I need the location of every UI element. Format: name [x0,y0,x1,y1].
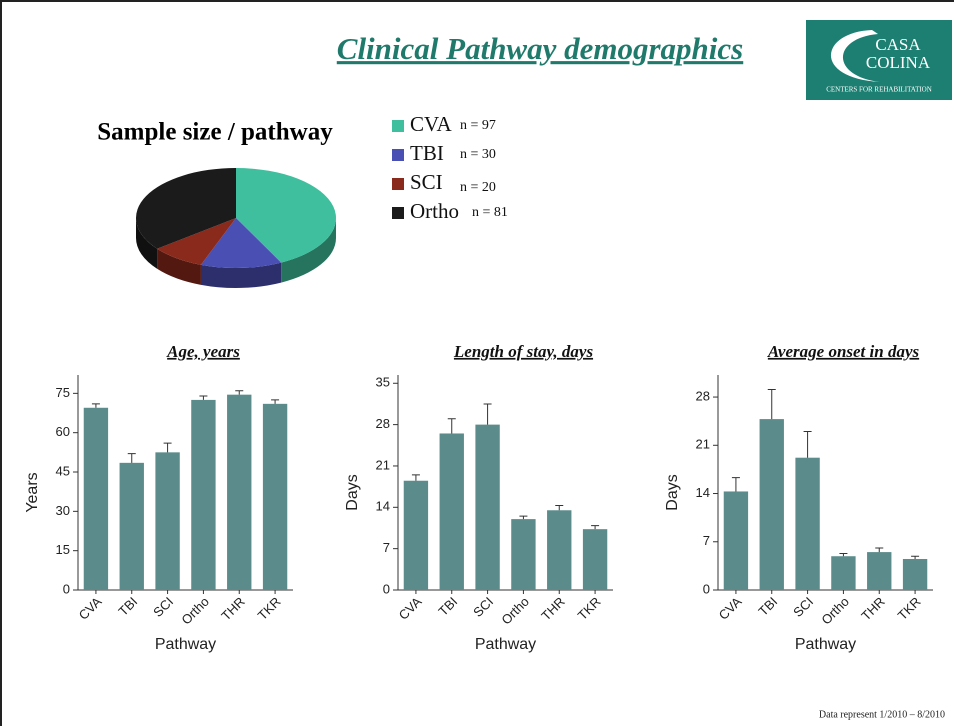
logo: CASA COLINA CENTERS FOR REHABILITATION [806,20,952,100]
legend-label: CVA [410,112,452,136]
pie-side [157,248,201,285]
error-bar [163,442,172,453]
bar [191,399,216,590]
bar [119,462,144,590]
logo-text: COLINA [866,53,931,72]
y-tick-label: 21 [376,457,390,472]
y-tick-label: 7 [383,540,390,555]
slide-title: Clinical Pathway demographics [337,31,743,66]
y-axis-title: Days [344,474,361,510]
bar [83,407,109,590]
bar [547,510,572,590]
logo-box [806,20,952,100]
x-axis-title: Pathway [475,636,536,653]
y-tick-label: 7 [703,533,710,548]
y-axis-title: Years [24,472,41,512]
bar [759,419,784,590]
y-tick-label: 28 [376,416,390,431]
error-bar [839,552,848,557]
error-bar [199,395,208,400]
legend-label: SCI [410,170,443,194]
chart-title: Length of stay, days [453,342,594,361]
bar [227,394,252,590]
error-bar [591,525,600,530]
error-bar [803,431,812,458]
footnote: Data represent 1/2010 – 8/2010 [819,709,945,720]
y-tick-label: 60 [56,424,70,439]
pie-side [200,262,282,288]
error-bar [519,515,528,520]
pie-title: Sample size / pathway [97,119,333,146]
pie-side [136,218,158,269]
y-axis-title: Days [664,474,681,510]
error-bar [271,399,280,404]
value-label: n = 81 [472,205,508,220]
legend-label: Ortho [410,199,459,223]
bar [403,480,429,590]
x-axis-title: Pathway [795,636,856,653]
y-tick-label: 14 [376,499,390,514]
bar [582,529,608,590]
y-tick-label: 0 [383,581,390,596]
pie-slice [136,168,236,249]
value-label: n = 97 [460,118,496,133]
y-tick-label: 0 [63,581,70,596]
pie-side [281,218,336,283]
bar [723,491,749,590]
error-bar [483,403,492,425]
y-tick-label: 45 [56,463,70,478]
y-tick-label: 35 [376,375,390,390]
error-bar [235,390,244,395]
error-bar [731,477,740,492]
bar [262,403,288,590]
pie-slice [157,218,236,265]
chart-title: Average onset in days [767,342,920,361]
error-bar [91,403,100,408]
y-tick-label: 30 [56,503,70,518]
pie-slice [236,168,336,263]
pie-slice [200,218,282,268]
value-label: n = 30 [460,147,496,162]
y-tick-label: 0 [703,581,710,596]
bar [831,556,856,590]
bar [155,452,180,590]
value-label: n = 20 [460,180,496,195]
bar [511,519,536,590]
bar [795,457,820,590]
error-bar [127,453,136,463]
y-tick-label: 21 [696,437,710,452]
bar [475,424,500,590]
error-bar [767,388,776,420]
bar [439,433,464,590]
bar [867,552,892,590]
chart-title: Age, years [166,342,240,361]
y-tick-label: 15 [56,542,70,557]
legend-swatch [392,207,404,219]
error-bar [555,505,564,511]
logo-tagline: CENTERS FOR REHABILITATION [826,86,932,94]
y-tick-label: 28 [696,388,710,403]
legend-swatch [392,178,404,190]
logo-text: CASA [875,35,921,54]
bar [902,558,928,590]
x-axis-title: Pathway [155,636,216,653]
legend-swatch [392,149,404,161]
legend-label: TBI [410,141,444,165]
error-bar [875,547,884,553]
error-bar [911,555,920,559]
error-bar [411,474,420,481]
y-tick-label: 14 [696,485,710,500]
logo-swoosh [831,30,880,82]
y-tick-label: 75 [56,385,70,400]
error-bar [447,418,456,434]
legend-swatch [392,120,404,132]
